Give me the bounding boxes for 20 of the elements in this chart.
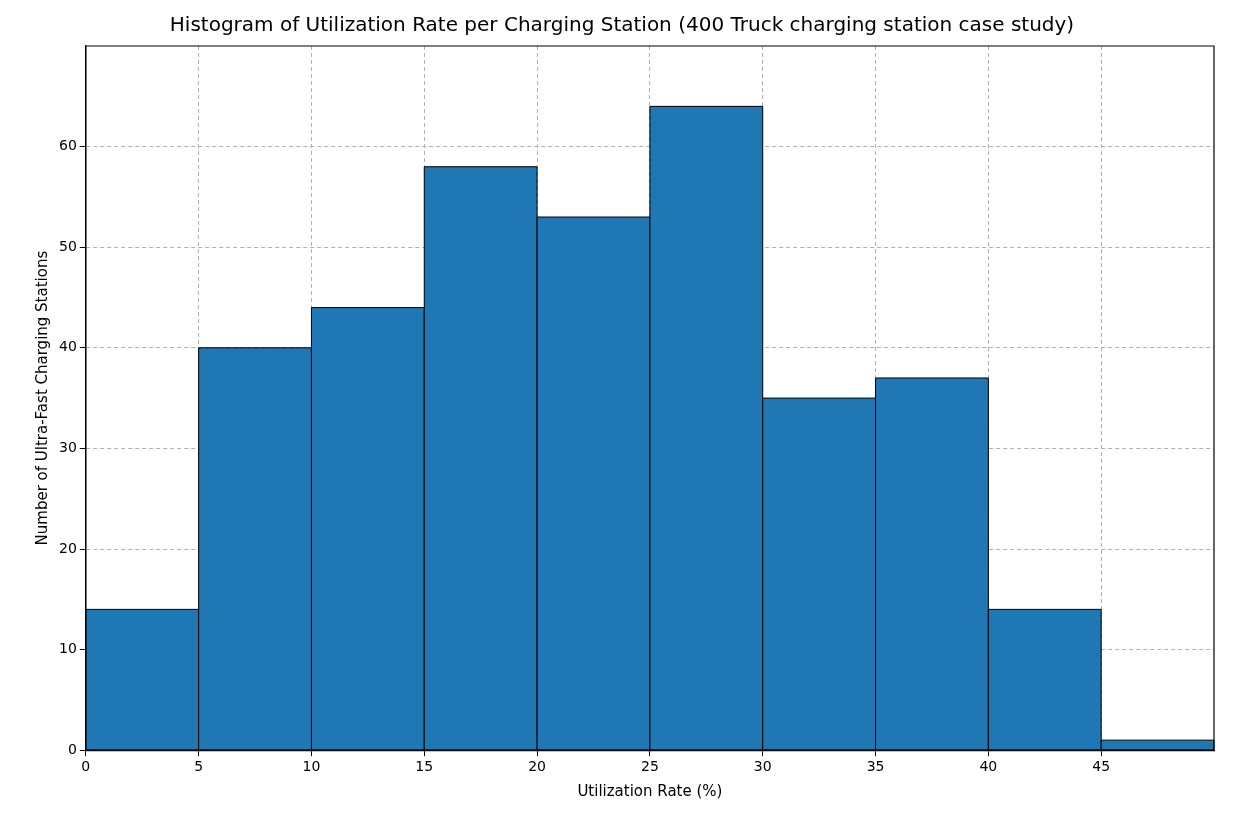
x-tick-label: 5 (194, 758, 204, 775)
x-tick-label: 45 (1092, 758, 1111, 775)
y-tick-label: 60 (58, 137, 77, 154)
x-tick-label: 20 (528, 758, 546, 775)
x-tick-label: 35 (866, 758, 885, 775)
y-tick-label: 0 (67, 740, 77, 757)
y-tick-label: 10 (58, 640, 77, 657)
y-tick-label: 30 (58, 439, 77, 456)
y-tick-label: 50 (58, 237, 77, 254)
x-tick-label: 10 (302, 758, 321, 775)
x-axis-title: Utilization Rate (%) (577, 781, 723, 800)
x-tick-label: 30 (753, 758, 772, 775)
x-tick-label: 0 (81, 758, 91, 775)
x-tick-label: 25 (640, 758, 659, 775)
x-tick-label: 40 (979, 758, 998, 775)
y-tick-label: 40 (58, 338, 77, 355)
x-tick-label: 15 (415, 758, 434, 775)
y-axis-title: Number of Ultra-Fast Charging Stations (32, 250, 51, 546)
y-tick-label: 20 (58, 539, 77, 556)
chart-title: Histogram of Utilization Rate per Charging Station (400 Truck charging station case study) (169, 12, 1075, 37)
